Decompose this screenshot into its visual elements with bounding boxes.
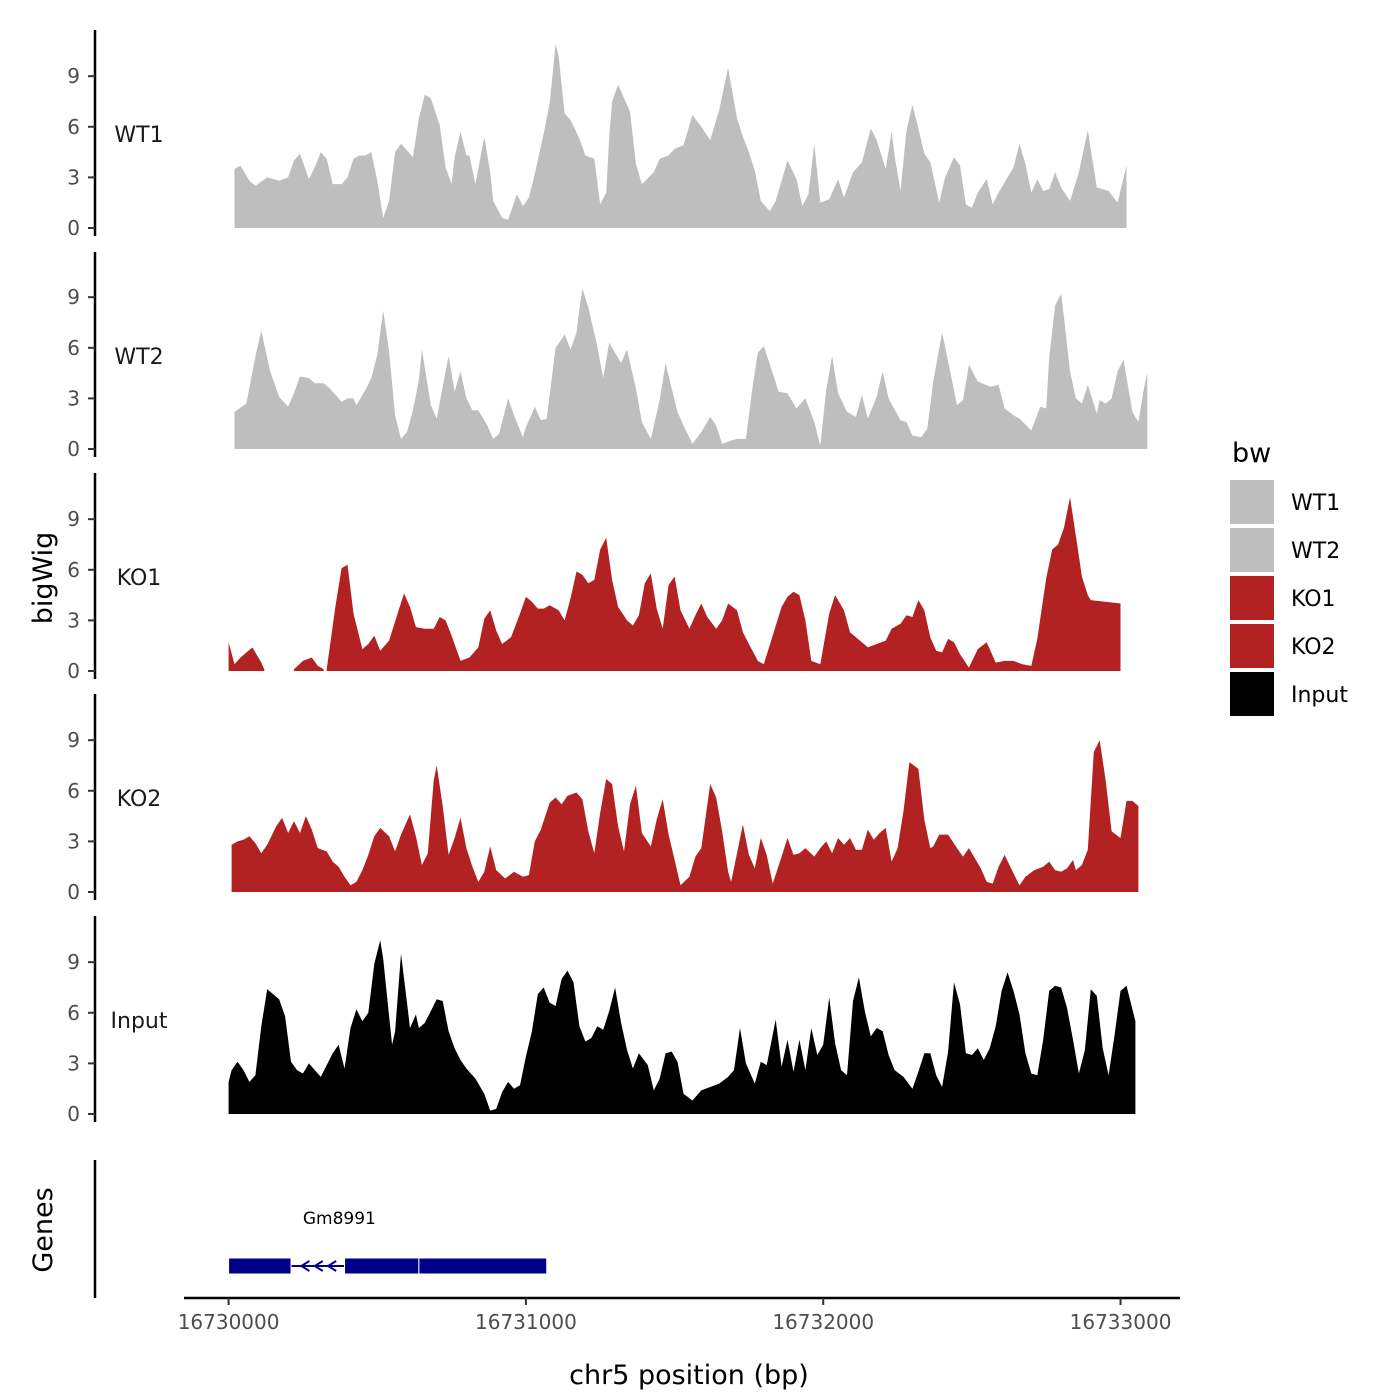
strand-arrow-icon bbox=[312, 1260, 324, 1272]
y-tick-label: 0 bbox=[67, 659, 80, 683]
x-tick-label: 16733000 bbox=[1070, 1310, 1172, 1334]
y-tick-label: 6 bbox=[67, 115, 80, 139]
y-tick-label: 9 bbox=[67, 64, 80, 88]
y-tick-label: 3 bbox=[67, 165, 80, 189]
y-tick-label: 9 bbox=[67, 728, 80, 752]
x-axis-title: chr5 position (bp) bbox=[569, 1360, 809, 1391]
y-tick-label: 6 bbox=[67, 779, 80, 803]
legend-label-ko1: KO1 bbox=[1291, 587, 1336, 612]
y-tick-label: 9 bbox=[67, 507, 80, 531]
y-tick-label: 3 bbox=[67, 829, 80, 853]
y-axis-title: bigWig bbox=[28, 532, 59, 625]
track-ko2: 0 3 6 9 KO2 bbox=[67, 694, 1139, 904]
y-tick-label: 9 bbox=[67, 285, 80, 309]
x-tick-label: 16732000 bbox=[772, 1310, 874, 1334]
legend-label-ko2: KO2 bbox=[1291, 635, 1336, 660]
legend-swatch-input bbox=[1230, 672, 1274, 716]
legend-label-wt2: WT2 bbox=[1291, 539, 1340, 564]
x-tick-label: 16731000 bbox=[475, 1310, 577, 1334]
y-tick-label: 6 bbox=[67, 336, 80, 360]
legend-swatch-wt1 bbox=[1230, 480, 1274, 524]
track-wt2: 0 3 6 9 WT2 bbox=[67, 252, 1148, 461]
legend-swatch-ko1 bbox=[1230, 576, 1274, 620]
genes-track: Genes Gm8991 bbox=[28, 1160, 548, 1298]
x-axis: 16730000 16731000 16732000 16733000 bbox=[178, 1296, 1180, 1334]
area-wt1 bbox=[234, 44, 1127, 228]
y-tick-label: 0 bbox=[67, 1102, 80, 1126]
legend-title: bw bbox=[1232, 438, 1271, 469]
legend-swatch-ko2 bbox=[1230, 624, 1274, 668]
legend-swatch-wt2 bbox=[1230, 528, 1274, 572]
area-input bbox=[228, 940, 1136, 1114]
track-label-ko1: KO1 bbox=[117, 566, 162, 591]
gene-exon bbox=[418, 1257, 548, 1275]
gene-exon bbox=[344, 1257, 420, 1275]
area-ko1 bbox=[228, 642, 265, 671]
strand-arrow-icon bbox=[299, 1260, 310, 1272]
legend-label-wt1: WT1 bbox=[1291, 491, 1340, 516]
track-ko1: 0 3 6 9 KO1 bbox=[67, 473, 1121, 683]
track-label-input: Input bbox=[111, 1009, 168, 1034]
y-tick-label: 3 bbox=[67, 608, 80, 632]
gene-name-label: Gm8991 bbox=[303, 1209, 376, 1229]
area-wt2 bbox=[234, 288, 1148, 449]
y-tick-label: 3 bbox=[67, 386, 80, 410]
y-tick-label: 0 bbox=[67, 880, 80, 904]
track-label-wt1: WT1 bbox=[114, 123, 163, 148]
area-ko1 bbox=[326, 497, 1121, 671]
track-label-wt2: WT2 bbox=[114, 345, 163, 370]
track-wt1: 0 3 6 9 WT1 bbox=[67, 30, 1127, 240]
legend: bw WT1 WT2 KO1 KO2 Input bbox=[1230, 438, 1348, 716]
track-input: 0 3 6 9 Input bbox=[67, 916, 1136, 1126]
y-tick-label: 0 bbox=[67, 216, 80, 240]
legend-label-input: Input bbox=[1291, 683, 1348, 708]
y-tick-label: 6 bbox=[67, 1001, 80, 1025]
area-ko2 bbox=[231, 740, 1139, 892]
area-ko1 bbox=[294, 657, 324, 671]
x-tick-label: 16730000 bbox=[178, 1310, 280, 1334]
y-tick-label: 3 bbox=[67, 1051, 80, 1075]
signal-tracks: 0 3 6 9 WT1 0 3 6 9 WT2 0 3 6 9 KO1 0 3 6 9 KO2 0 3 6 9 Input bbox=[67, 30, 1148, 1126]
y-tick-label: 9 bbox=[67, 950, 80, 974]
strand-arrow-icon bbox=[326, 1260, 337, 1272]
gene-exon bbox=[228, 1257, 292, 1275]
y-tick-label: 6 bbox=[67, 558, 80, 582]
y-tick-label: 0 bbox=[67, 437, 80, 461]
genes-track-title: Genes bbox=[28, 1187, 59, 1272]
track-label-ko2: KO2 bbox=[117, 787, 162, 812]
